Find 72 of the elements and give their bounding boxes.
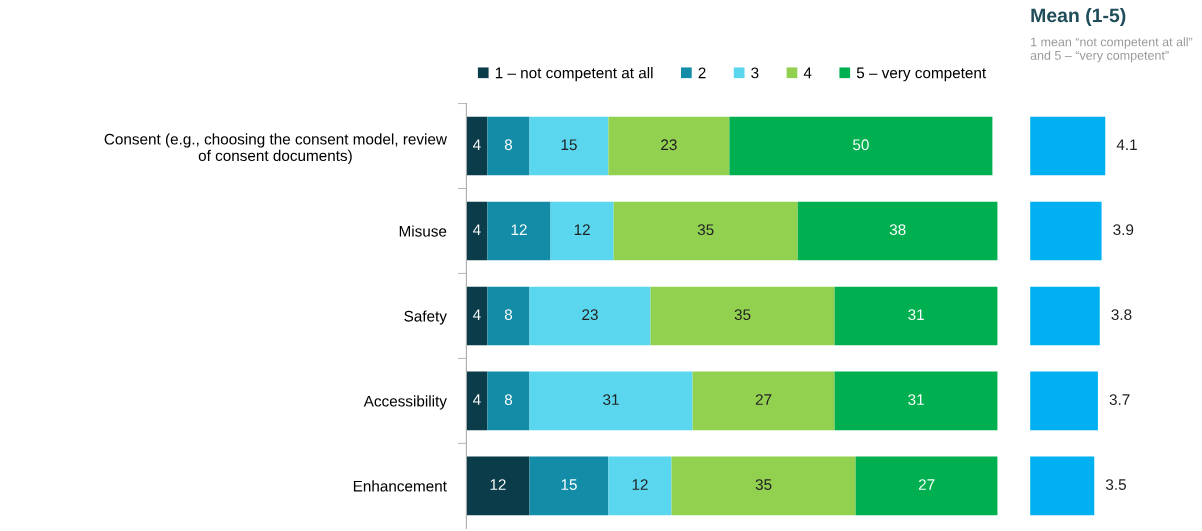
bar bbox=[797, 201, 998, 261]
bar bbox=[487, 201, 551, 261]
bar bbox=[487, 371, 530, 431]
legend-label: 5 – very competent bbox=[856, 67, 987, 82]
bar bbox=[466, 371, 488, 431]
data-label: 27 bbox=[755, 394, 772, 405]
bar bbox=[1030, 371, 1098, 431]
bar bbox=[466, 456, 530, 516]
data-label: 8 bbox=[504, 309, 513, 321]
legend-label: 4 bbox=[803, 67, 812, 79]
data-label: 23 bbox=[582, 309, 598, 321]
bar bbox=[1030, 116, 1106, 176]
bar bbox=[692, 371, 835, 431]
data-label: 4.1 bbox=[1116, 139, 1137, 150]
bar bbox=[608, 116, 730, 176]
bar bbox=[608, 456, 672, 516]
bar bbox=[613, 201, 798, 261]
data-label: 3.7 bbox=[1109, 394, 1130, 406]
bar bbox=[650, 286, 835, 346]
data-label: 12 bbox=[511, 224, 527, 235]
bar bbox=[487, 116, 530, 176]
data-label: 4 bbox=[473, 394, 481, 405]
data-label: 4 bbox=[473, 139, 481, 150]
data-label: 12 bbox=[632, 479, 648, 490]
data-label: 8 bbox=[504, 394, 513, 406]
bar bbox=[529, 456, 609, 516]
y-tick-label: Accessibility bbox=[363, 395, 447, 410]
data-label: 31 bbox=[908, 309, 924, 321]
y-tick-label: Safety bbox=[404, 310, 447, 325]
y-tick-label: Misuse bbox=[399, 225, 447, 237]
bar bbox=[834, 371, 998, 431]
data-label: 15 bbox=[561, 479, 577, 490]
bar bbox=[466, 286, 488, 346]
bar bbox=[855, 456, 998, 516]
bar bbox=[1030, 201, 1102, 261]
data-label: 38 bbox=[889, 224, 906, 236]
bar bbox=[834, 286, 998, 346]
bar bbox=[1030, 456, 1095, 516]
legend-label: 2 bbox=[698, 67, 706, 79]
bar bbox=[1030, 286, 1100, 346]
data-label: 12 bbox=[574, 224, 590, 235]
data-label: 8 bbox=[504, 139, 513, 151]
data-label: 35 bbox=[755, 479, 772, 490]
data-label: 3.8 bbox=[1111, 309, 1132, 321]
data-label: 31 bbox=[603, 394, 619, 406]
data-label: 4 bbox=[473, 309, 481, 320]
chart-subtitle: 1 mean “not competent at all” and 5 – “very competent” bbox=[1030, 37, 1193, 63]
data-label: 15 bbox=[561, 139, 577, 151]
data-label: 4 bbox=[473, 224, 481, 235]
bar bbox=[487, 286, 530, 346]
data-label: 50 bbox=[853, 139, 869, 151]
data-label: 23 bbox=[661, 139, 677, 151]
chart-title: Mean (1-5) bbox=[1031, 7, 1126, 27]
data-label: 27 bbox=[918, 479, 935, 490]
legend-label: 1 – not competent at all bbox=[495, 67, 653, 82]
bar bbox=[529, 371, 693, 431]
bar bbox=[529, 116, 609, 176]
y-tick-label: Consent (e.g., choosing the consent model, review of consent documents) bbox=[104, 133, 447, 165]
data-label: 3.5 bbox=[1105, 479, 1126, 490]
legend-label: 3 bbox=[751, 67, 759, 79]
bar bbox=[466, 201, 488, 261]
bar bbox=[729, 116, 993, 176]
data-label: 3.9 bbox=[1113, 224, 1134, 236]
bar bbox=[529, 286, 651, 346]
bar bbox=[671, 456, 856, 516]
data-label: 35 bbox=[734, 309, 751, 321]
bar bbox=[466, 116, 488, 176]
bar bbox=[550, 201, 614, 261]
data-label: 31 bbox=[908, 394, 924, 406]
y-tick-label: Enhancement bbox=[353, 480, 447, 492]
data-label: 12 bbox=[490, 479, 506, 490]
data-label: 35 bbox=[697, 224, 714, 236]
